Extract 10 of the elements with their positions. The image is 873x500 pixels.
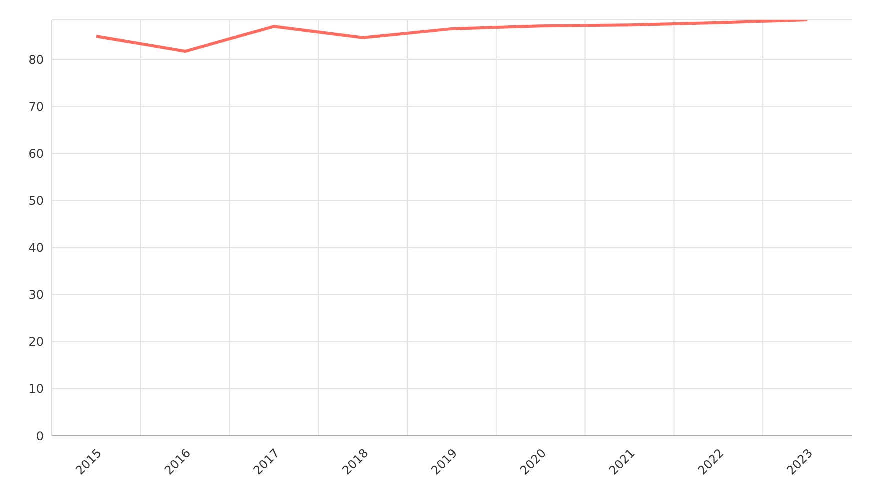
y-tick-label: 30 [28, 288, 44, 302]
line-series [94, 20, 810, 54]
y-tick-label: 80 [28, 52, 44, 67]
y-tick-label: 40 [28, 241, 44, 256]
y-tick-label: 0 [36, 429, 44, 444]
y-tick-label: 70 [28, 100, 44, 114]
y-tick-label: 10 [28, 382, 44, 396]
y-tick-label: 50 [28, 194, 44, 208]
y-tick-label: 20 [28, 335, 44, 350]
y-tick-label: 60 [28, 146, 44, 161]
